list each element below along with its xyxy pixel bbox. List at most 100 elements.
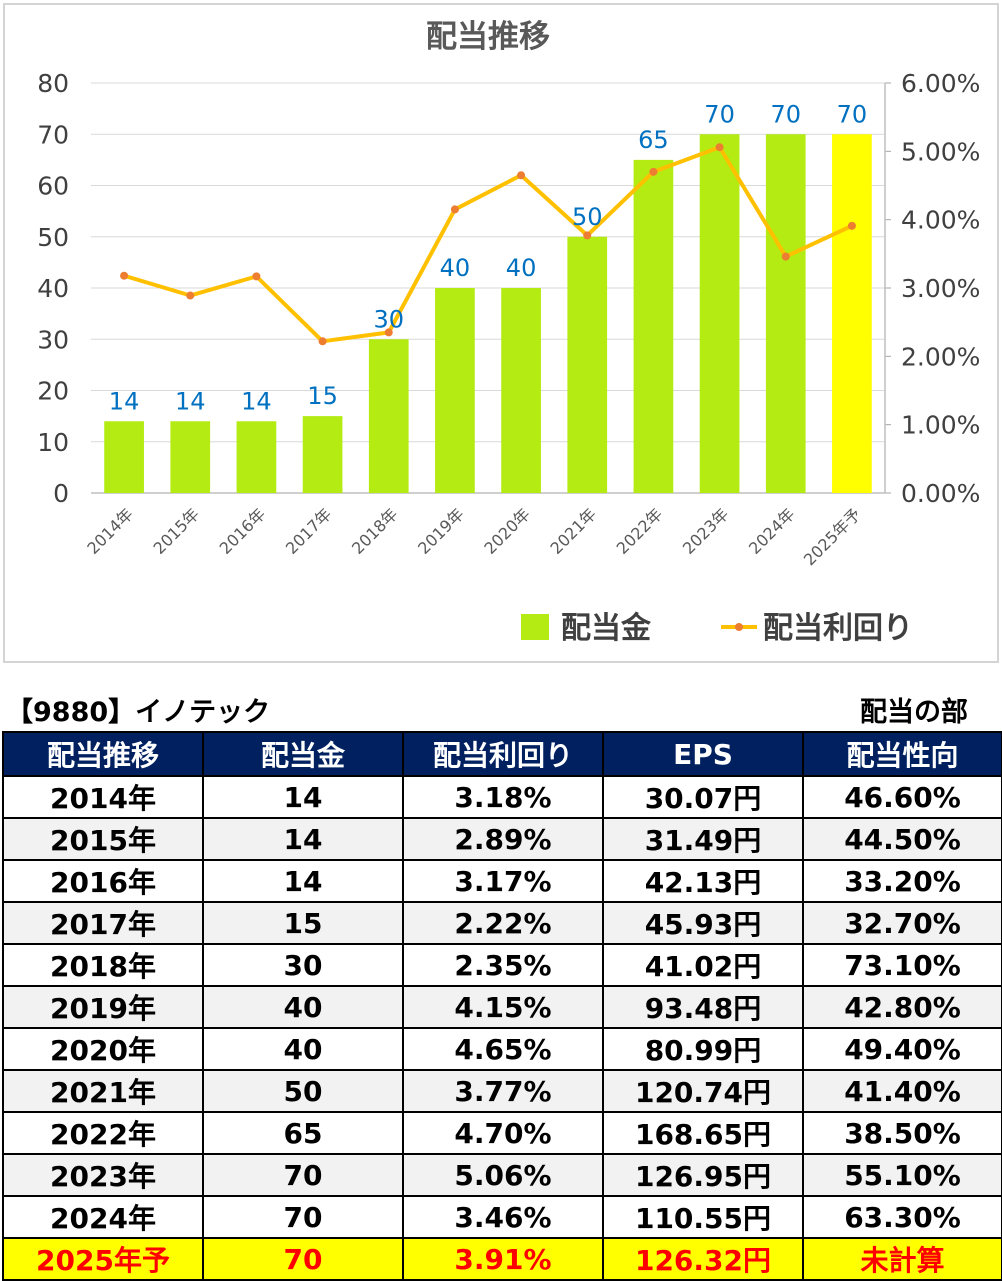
cell-eps: 93.48円 (602, 985, 804, 1029)
dividend-bar (832, 134, 872, 493)
cell-eps: 42.13円 (602, 859, 804, 903)
bar-value-label: 14 (109, 387, 140, 415)
cell-dividend: 14 (202, 817, 404, 861)
table-body: 2014年 14 3.18% 30.07円 46.60% 2015年 14 2.89% 31.4… (2, 775, 1002, 1281)
right-axis-tick-label: 2.00% (901, 342, 980, 371)
x-tick-label: 2023年 (679, 504, 733, 558)
cell-dividend: 14 (202, 859, 404, 903)
dividend-bar (435, 288, 475, 493)
cell-eps: 110.55円 (602, 1195, 804, 1239)
table-row: 2025年予 70 3.91% 126.32円 未計算 (2, 1237, 1002, 1281)
cell-period: 2016年 (2, 859, 204, 903)
x-tick-label: 2021年 (547, 504, 601, 558)
cell-eps: 126.32円 (602, 1237, 804, 1281)
cell-yield: 5.06% (402, 1153, 604, 1197)
right-axis-tick-label: 5.00% (901, 137, 980, 166)
cell-dividend: 70 (202, 1237, 404, 1281)
dividend-bar (104, 421, 144, 493)
dividend-bar (567, 236, 608, 493)
dividend-bar (501, 288, 541, 493)
cell-eps: 31.49円 (602, 817, 804, 861)
header-dividend: 配当金 (202, 731, 404, 777)
cell-payout: 33.20% (802, 859, 1002, 903)
cell-payout: 38.50% (802, 1111, 1002, 1155)
cell-payout: 55.10% (802, 1153, 1002, 1197)
left-axis-tick-label: 10 (37, 428, 69, 457)
left-axis-tick-label: 40 (37, 274, 69, 303)
cell-eps: 45.93円 (602, 901, 804, 945)
cell-yield: 2.35% (402, 943, 604, 987)
cell-yield: 3.17% (402, 859, 604, 903)
cell-period: 2024年 (2, 1195, 204, 1239)
table-row: 2018年 30 2.35% 41.02円 73.10% (2, 943, 1002, 987)
cell-dividend: 65 (202, 1111, 404, 1155)
legend-dividend-label: 配当金 (561, 611, 652, 646)
table-row: 2017年 15 2.22% 45.93円 32.70% (2, 901, 1002, 945)
cell-dividend: 15 (202, 901, 404, 945)
x-tick-label: 2017年 (282, 504, 336, 558)
yield-point (186, 291, 195, 300)
bar-value-label: 14 (175, 387, 206, 415)
cell-yield: 3.91% (402, 1237, 604, 1281)
yield-point (384, 328, 393, 337)
table-header-row: 配当推移 配当金 配当利回り EPS 配当性向 (2, 731, 1002, 777)
cell-dividend: 30 (202, 943, 404, 987)
x-tick-label: 2024年 (745, 504, 799, 558)
cell-period: 2017年 (2, 901, 204, 945)
cell-period: 2022年 (2, 1111, 204, 1155)
yield-point (517, 171, 526, 180)
bar-value-label: 65 (638, 126, 669, 154)
left-axis-tick-label: 70 (37, 120, 69, 149)
cell-eps: 41.02円 (602, 943, 804, 987)
yield-point (583, 231, 592, 240)
legend-yield-label: 配当利回り (763, 611, 913, 646)
cell-eps: 126.95円 (602, 1153, 804, 1197)
cell-payout: 73.10% (802, 943, 1002, 987)
table-row: 2023年 70 5.06% 126.95円 55.10% (2, 1153, 1002, 1197)
cell-dividend: 14 (202, 775, 404, 819)
right-axis-tick-label: 0.00% (901, 479, 980, 508)
cell-payout: 41.40% (802, 1069, 1002, 1113)
dividend-bar (236, 421, 277, 493)
section-label: 配当の部 (860, 697, 968, 728)
cell-period: 2015年 (2, 817, 204, 861)
x-tick-label: 2018年 (348, 504, 402, 558)
cell-period: 2018年 (2, 943, 204, 987)
info-row: 【9880】イノテック 配当の部 (6, 690, 968, 728)
yield-point (252, 272, 261, 281)
table-row: 2024年 70 3.46% 110.55円 63.30% (2, 1195, 1002, 1239)
cell-eps: 120.74円 (602, 1069, 804, 1113)
right-axis-tick-label: 3.00% (901, 274, 980, 303)
yield-point (450, 205, 459, 214)
dividend-table: 配当推移 配当金 配当利回り EPS 配当性向 2014年 14 3.18% 30.0… (2, 731, 1002, 1281)
cell-dividend: 40 (202, 985, 404, 1029)
table-row: 2021年 50 3.77% 120.74円 41.40% (2, 1069, 1002, 1113)
left-axis-tick-label: 80 (37, 69, 69, 98)
yield-point (781, 252, 790, 261)
cell-payout: 49.40% (802, 1027, 1002, 1071)
cell-payout: 未計算 (802, 1237, 1002, 1281)
x-tick-label: 2022年 (613, 504, 667, 558)
dividend-bar (302, 416, 343, 493)
table-row: 2016年 14 3.17% 42.13円 33.20% (2, 859, 1002, 903)
x-tick-label: 2025年予 (800, 504, 865, 569)
yield-point (120, 271, 129, 280)
dividend-bar (765, 134, 806, 493)
left-axis-tick-label: 60 (37, 172, 69, 201)
cell-eps: 30.07円 (602, 775, 804, 819)
right-axis-tick-label: 6.00% (901, 69, 980, 98)
cell-eps: 168.65円 (602, 1111, 804, 1155)
table-row: 2015年 14 2.89% 31.49円 44.50% (2, 817, 1002, 861)
bar-value-label: 70 (837, 100, 868, 128)
cell-yield: 4.15% (402, 985, 604, 1029)
table-row: 2019年 40 4.15% 93.48円 42.80% (2, 985, 1002, 1029)
right-axis-tick-label: 4.00% (901, 206, 980, 235)
table-row: 2014年 14 3.18% 30.07円 46.60% (2, 775, 1002, 819)
cell-yield: 2.22% (402, 901, 604, 945)
bar-value-label: 30 (373, 305, 404, 333)
x-tick-label: 2019年 (414, 504, 468, 558)
dividend-bar (699, 134, 740, 493)
cell-period: 2025年予 (2, 1237, 204, 1281)
cell-payout: 42.80% (802, 985, 1002, 1029)
bar-value-label: 70 (704, 100, 735, 128)
